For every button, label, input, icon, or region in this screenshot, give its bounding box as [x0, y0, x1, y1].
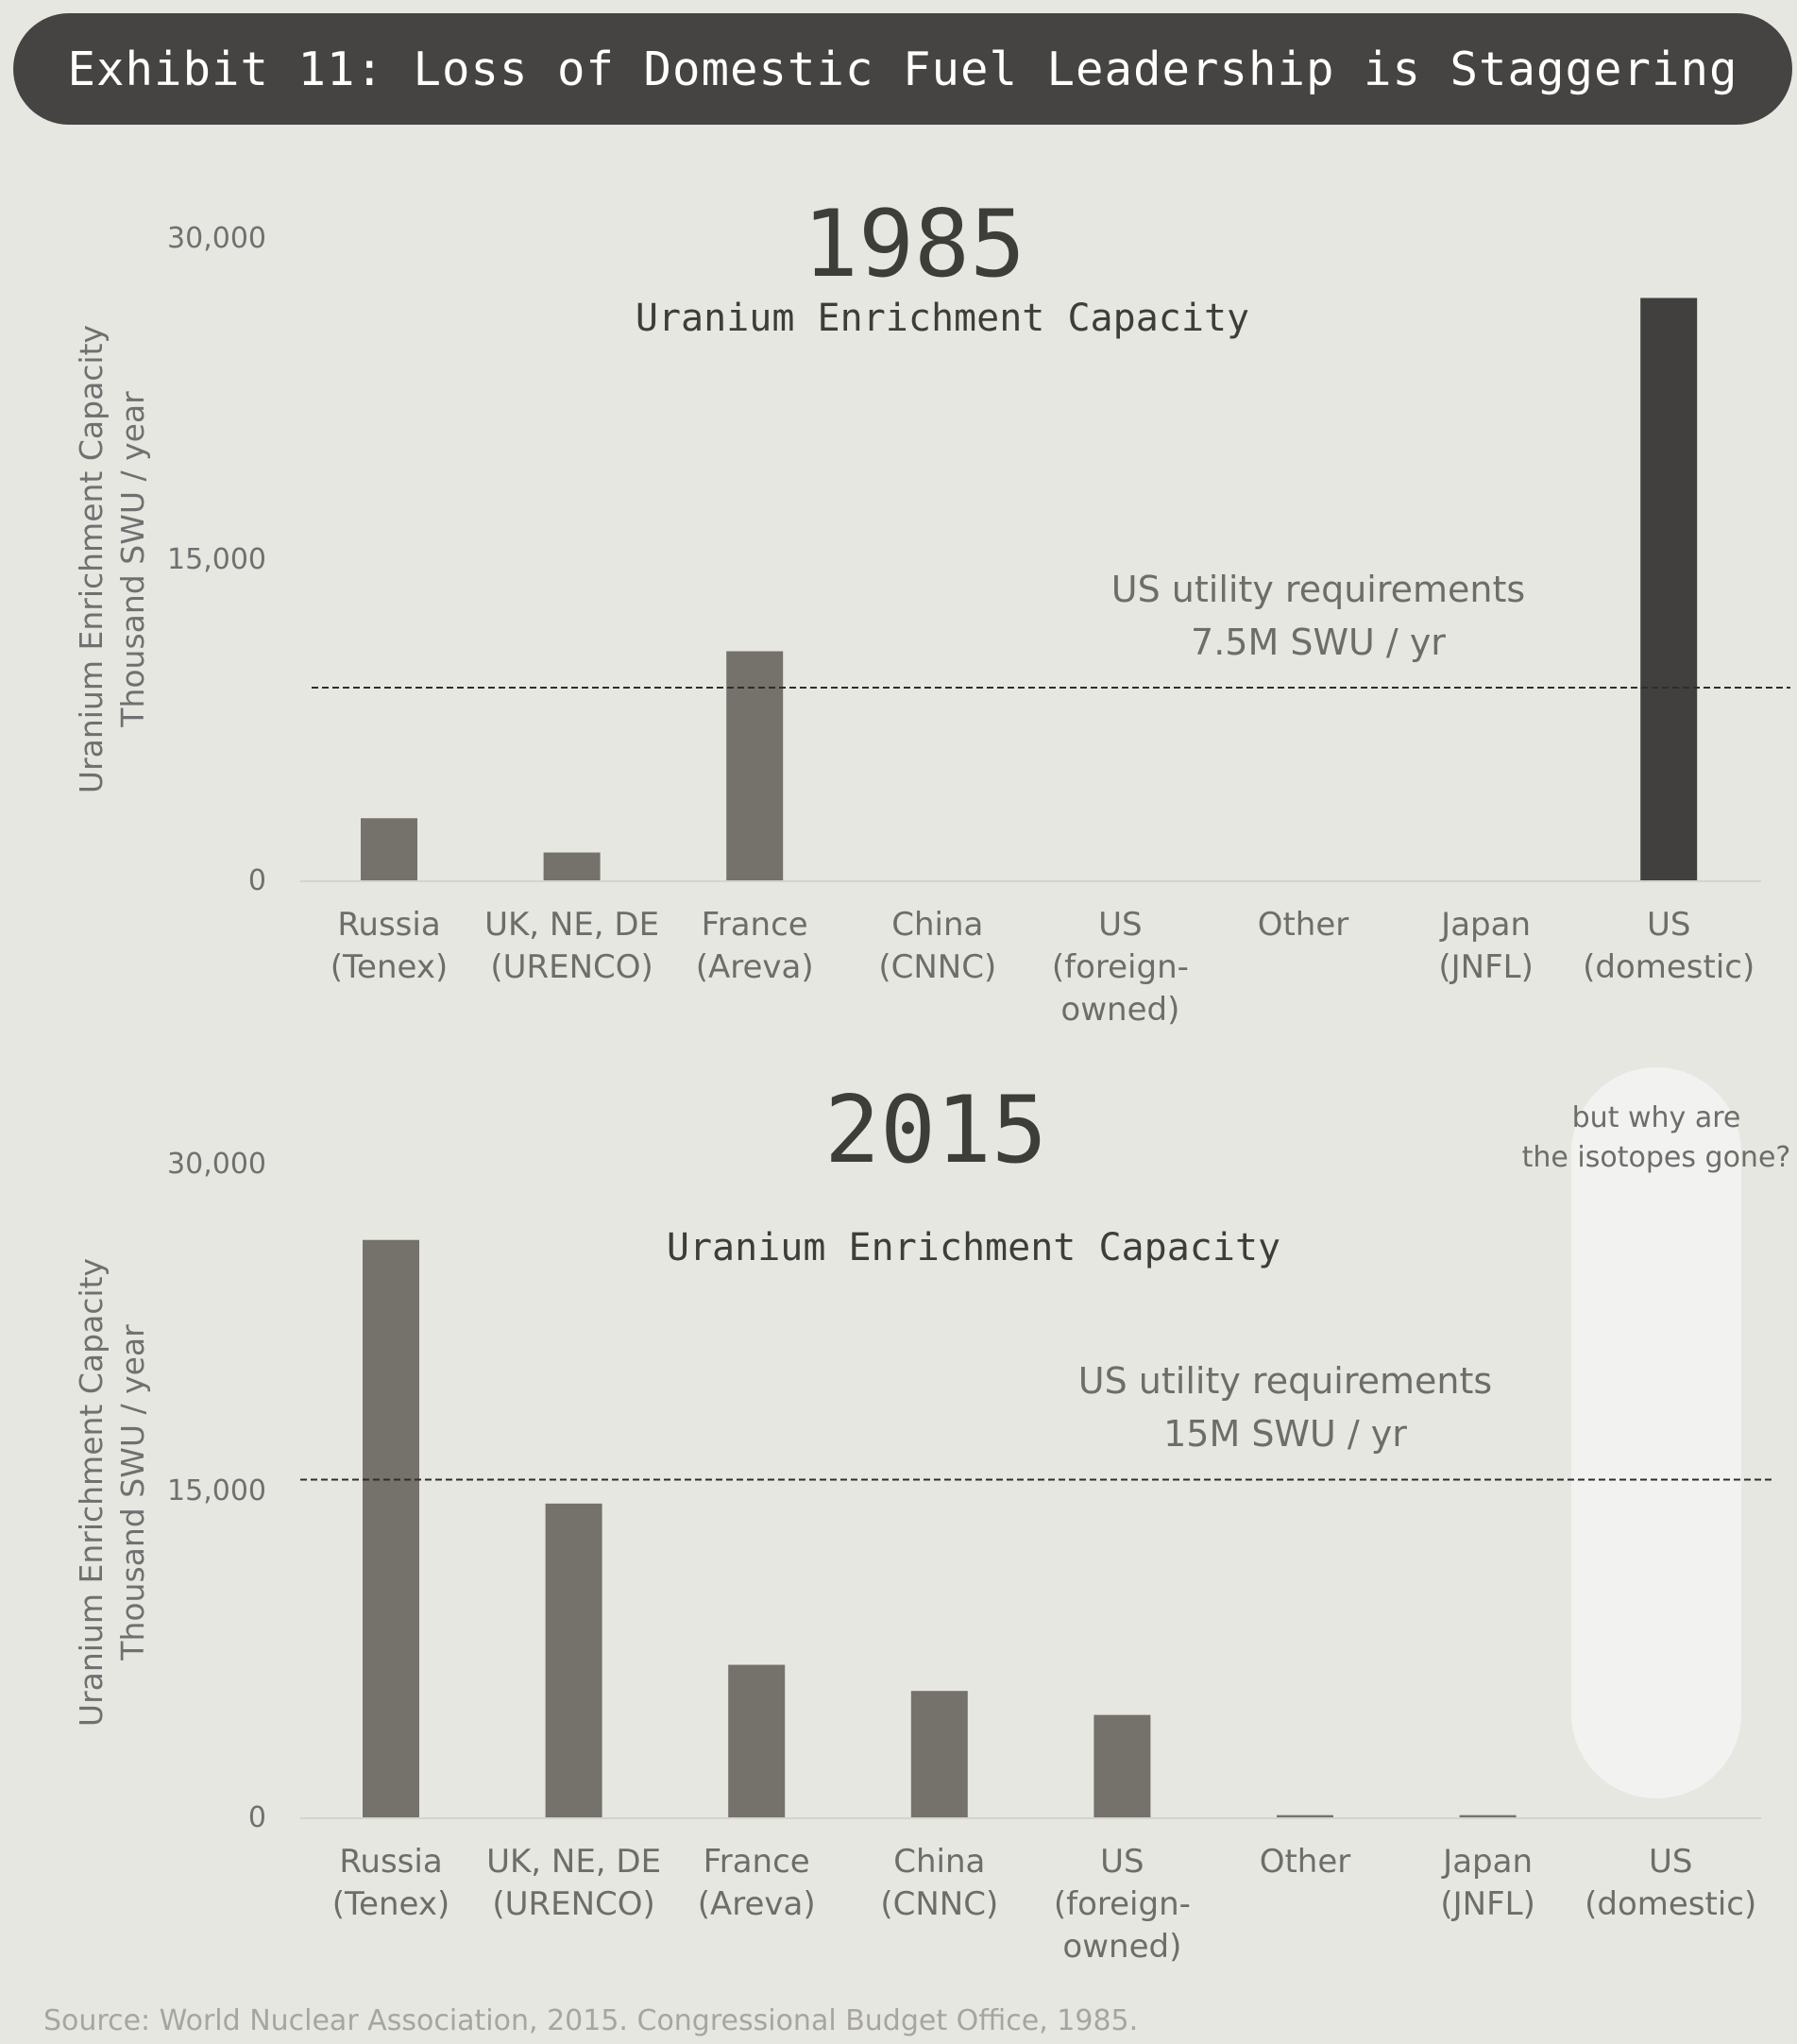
y-tick-label: 30,000 [167, 222, 266, 255]
chart-title: Uranium Enrichment Capacity [636, 297, 1249, 340]
x-category-label: US [1647, 906, 1690, 944]
x-category-label: owned) [1062, 1928, 1181, 1966]
chart-year-label: 1985 [803, 191, 1026, 298]
x-category-label: (CNNC) [880, 1885, 998, 1923]
y-axis-label: Uranium Enrichment Capacity [73, 1258, 110, 1727]
chart-title: Uranium Enrichment Capacity [667, 1226, 1280, 1269]
y-tick-label: 15,000 [167, 543, 266, 576]
reference-line-label: US utility requirements [1078, 1360, 1492, 1402]
exhibit-banner: Exhibit 11: Loss of Domestic Fuel Leader… [13, 13, 1792, 125]
bar-us-foreign-owned [1093, 1714, 1151, 1817]
callout-text: the isotopes gone? [1522, 1141, 1791, 1174]
x-category-label: (Areva) [696, 948, 814, 986]
x-category-label: UK, NE, DE [484, 906, 659, 944]
bar-japan-jnfl [1459, 1814, 1517, 1817]
chart-year-label: 2015 [824, 1077, 1047, 1184]
x-category-label: Japan [1439, 906, 1531, 944]
x-category-label: owned) [1060, 991, 1179, 1029]
x-category-label: (Areva) [698, 1885, 816, 1923]
x-category-label: France [704, 1843, 810, 1881]
y-tick-label: 30,000 [167, 1148, 266, 1181]
bar-france-areva [728, 1664, 786, 1817]
y-axis-unit-label: Thousand SWU / year [114, 1324, 151, 1661]
y-axis-label: Uranium Enrichment Capacity [73, 325, 110, 793]
x-category-label: (CNNC) [878, 948, 996, 986]
callout-highlight-pill [1571, 1067, 1741, 1798]
x-category-label: US [1649, 1843, 1692, 1881]
reference-line-label: 7.5M SWU / yr [1191, 622, 1446, 663]
callout-text: but why are [1572, 1101, 1741, 1134]
y-tick-label: 0 [248, 864, 266, 897]
x-category-label: (JNFL) [1440, 1885, 1535, 1923]
exhibit-title: Exhibit 11: Loss of Domestic Fuel Leader… [67, 42, 1738, 96]
x-category-label: (domestic) [1583, 948, 1755, 986]
bar-china-cnnc [910, 1691, 968, 1817]
reference-line-label: US utility requirements [1111, 569, 1525, 610]
y-tick-label: 0 [248, 1801, 266, 1834]
x-category-label: (Tenex) [331, 948, 448, 986]
x-category-label: UK, NE, DE [486, 1843, 661, 1881]
bar-us-domestic [1640, 298, 1698, 880]
x-category-label: US [1100, 1843, 1144, 1881]
x-category-label: (JNFL) [1438, 948, 1534, 986]
x-category-label: (foreign- [1052, 948, 1189, 986]
x-category-label: Russia [337, 906, 440, 944]
x-category-label: (foreign- [1054, 1885, 1191, 1923]
bar-uk-ne-de-urenco [545, 1503, 602, 1817]
x-category-label: Other [1260, 1843, 1351, 1881]
bar-other [1277, 1814, 1333, 1817]
x-category-label: Japan [1441, 1843, 1533, 1881]
x-category-label: (domestic) [1585, 1885, 1756, 1923]
bar-france-areva [726, 651, 784, 880]
x-category-label: Other [1258, 906, 1349, 944]
x-category-label: (URENCO) [490, 948, 653, 986]
source-note: Source: World Nuclear Association, 2015.… [43, 2004, 1139, 2037]
x-category-label: France [702, 906, 808, 944]
chart-2015: 2015 Uranium Enrichment Capacity 0 15,000 30… [73, 1067, 1791, 1966]
x-category-label: China [893, 1843, 985, 1881]
x-category-label: (URENCO) [492, 1885, 654, 1923]
x-category-label: (Tenex) [332, 1885, 449, 1923]
x-category-label: Russia [339, 1843, 442, 1881]
y-tick-label: 15,000 [167, 1474, 266, 1507]
bar-russia-tenex [363, 1239, 419, 1817]
bar-uk-ne-de-urenco [543, 852, 601, 880]
reference-line-label: 15M SWU / yr [1163, 1413, 1407, 1455]
x-category-label: China [891, 906, 983, 944]
y-axis-unit-label: Thousand SWU / year [114, 391, 151, 728]
bar-russia-tenex [361, 818, 417, 880]
x-category-label: US [1098, 906, 1142, 944]
